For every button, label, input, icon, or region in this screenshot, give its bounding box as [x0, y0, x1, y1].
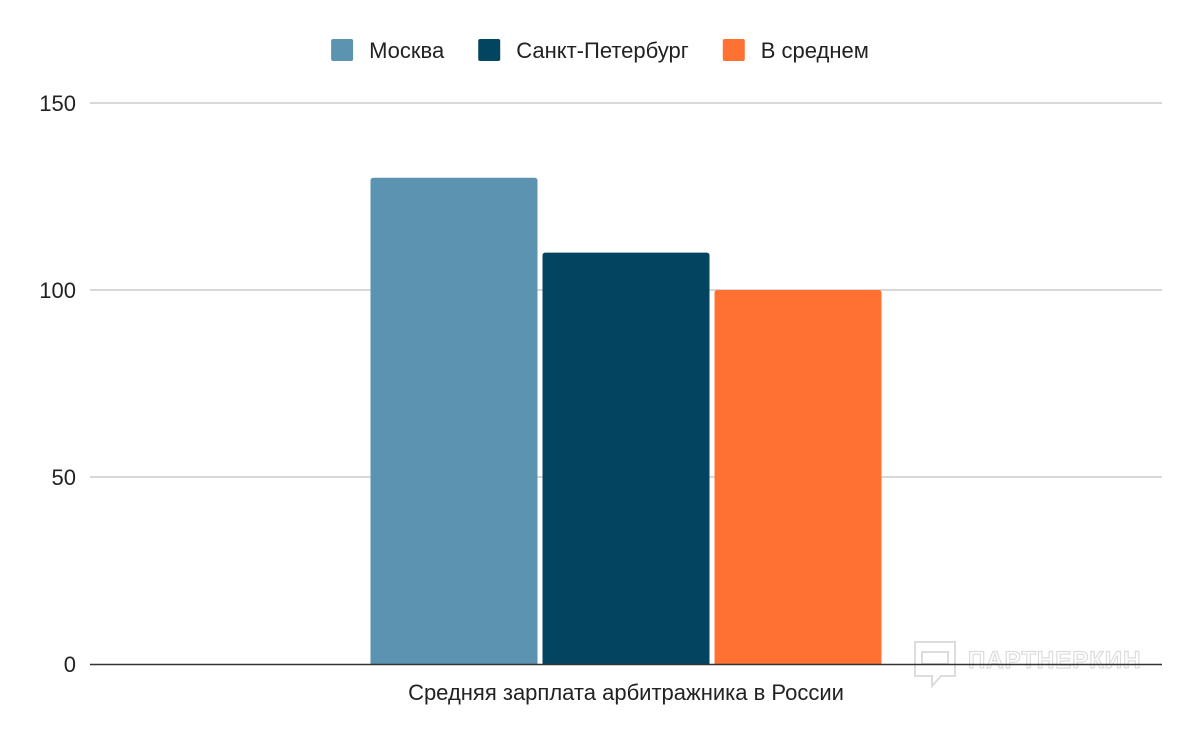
legend: Москва Санкт-Петербург В среднем	[331, 38, 869, 63]
bar-2	[542, 252, 710, 664]
bars	[370, 177, 882, 665]
legend-label-2: Санкт-Петербург	[516, 38, 689, 63]
y-tick-label: 100	[39, 278, 76, 303]
legend-swatch-2	[478, 39, 501, 61]
bar-1	[370, 177, 538, 665]
x-category-label: Средняя зарплата арбитражника в России	[408, 680, 844, 705]
y-tick-label: 0	[64, 652, 76, 677]
legend-label-3: В среднем	[761, 38, 869, 63]
bar-3	[714, 290, 882, 664]
y-axis-ticks: 0 50 100 150	[39, 91, 76, 677]
y-tick-label: 150	[39, 91, 76, 116]
legend-label-1: Москва	[369, 38, 445, 63]
legend-swatch-1	[331, 39, 354, 61]
watermark-text: ПАРТНЕРКИН	[968, 647, 1142, 674]
y-tick-label: 50	[52, 465, 76, 490]
legend-swatch-3	[722, 39, 745, 61]
x-axis-labels: Средняя зарплата арбитражника в России	[408, 680, 844, 705]
